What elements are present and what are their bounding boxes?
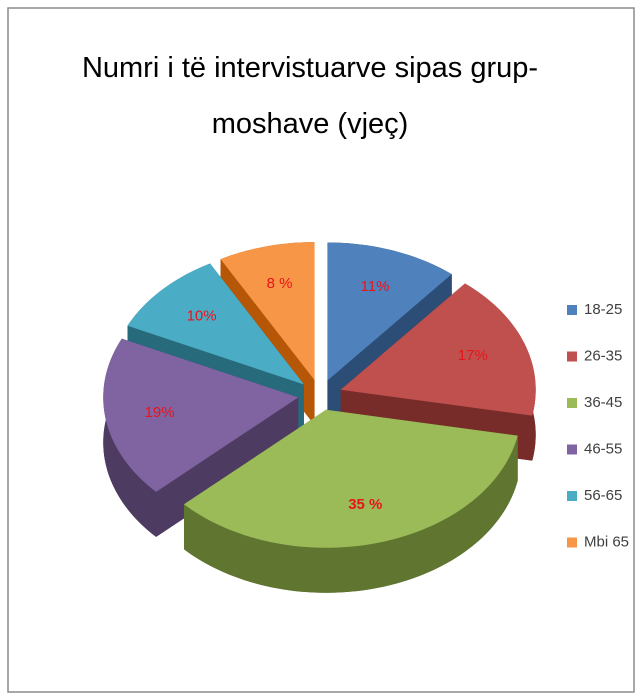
data-label: 17%: [458, 347, 488, 364]
slice: [327, 242, 452, 381]
data-label: 19%: [145, 404, 175, 421]
legend-label: Mbi 65: [584, 533, 629, 550]
slice: [127, 263, 304, 385]
legend-label: 18-25: [584, 301, 622, 318]
data-label: 35 %: [348, 496, 382, 513]
legend-label: 46-55: [584, 440, 622, 457]
chart-border: [7, 7, 635, 693]
slice: [183, 409, 518, 548]
slice: [220, 242, 315, 381]
legend-swatch: [567, 444, 577, 455]
legend-label: 26-35: [584, 347, 622, 364]
legend-swatch: [567, 537, 577, 548]
data-label: 10%: [187, 307, 217, 324]
slice: [340, 283, 536, 416]
legend-swatch: [567, 305, 577, 315]
chart-title: Numri i të intervistuarve sipas grup-mos…: [81, 52, 539, 140]
legend-label: 36-45: [584, 394, 622, 411]
legend-swatch: [567, 398, 577, 408]
legend-label: 56-65: [584, 487, 622, 504]
data-label: 11%: [361, 278, 390, 295]
slice: [103, 338, 299, 492]
legend-swatch: [567, 351, 577, 362]
slice-side: [183, 435, 518, 593]
data-label: 8 %: [267, 275, 293, 292]
legend-swatch: [567, 491, 577, 501]
